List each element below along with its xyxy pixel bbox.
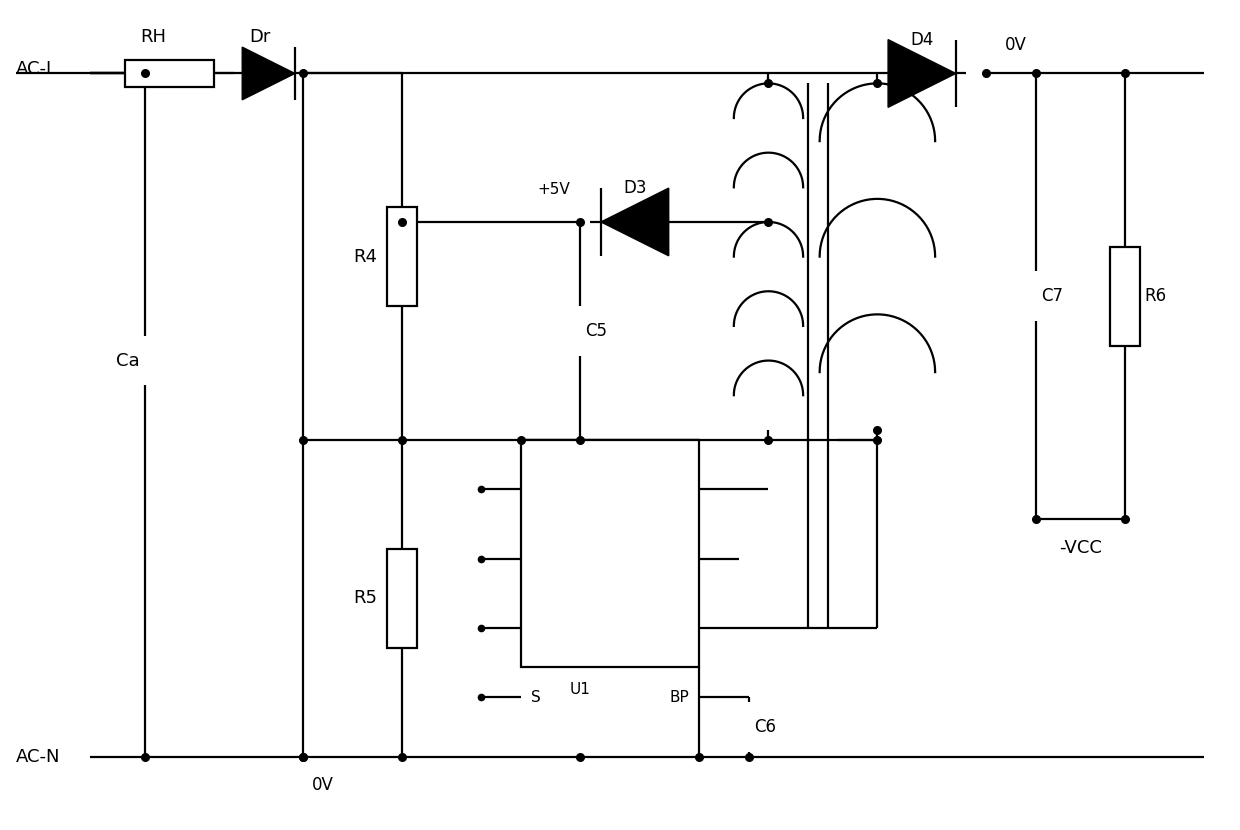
Text: C6: C6 <box>754 718 776 736</box>
Text: 0V: 0V <box>312 776 334 794</box>
Text: S: S <box>531 620 541 635</box>
Text: RH: RH <box>140 27 166 46</box>
Text: D: D <box>677 481 689 496</box>
Text: S: S <box>531 690 541 705</box>
Text: R4: R4 <box>353 247 377 266</box>
Polygon shape <box>888 40 956 107</box>
Text: Dr: Dr <box>249 27 270 46</box>
Bar <box>551 306 610 355</box>
Text: S: S <box>531 481 541 496</box>
Text: D4: D4 <box>910 31 934 49</box>
Bar <box>125 60 215 87</box>
Text: FB: FB <box>670 620 689 635</box>
Text: C7: C7 <box>1040 287 1063 305</box>
Bar <box>1110 247 1140 346</box>
Bar <box>719 702 779 752</box>
Bar <box>521 440 699 667</box>
Bar <box>1006 271 1065 321</box>
Text: AC-L: AC-L <box>16 60 57 77</box>
Bar <box>110 336 180 385</box>
Text: R6: R6 <box>1145 287 1167 305</box>
Polygon shape <box>242 47 295 100</box>
Bar <box>387 549 417 647</box>
Text: S: S <box>531 551 541 566</box>
Text: D3: D3 <box>622 179 646 198</box>
Text: R5: R5 <box>353 589 377 607</box>
Text: +5V: +5V <box>538 183 570 198</box>
Text: U1: U1 <box>569 682 590 697</box>
Text: 0V: 0V <box>590 460 613 477</box>
Text: 0V: 0V <box>1006 36 1027 54</box>
Polygon shape <box>601 188 668 256</box>
Text: AC-N: AC-N <box>16 748 61 765</box>
Text: Ca: Ca <box>117 352 140 369</box>
Text: C5: C5 <box>585 322 608 339</box>
Bar <box>387 208 417 306</box>
Text: BP: BP <box>670 690 689 705</box>
Text: -VCC: -VCC <box>1059 539 1102 557</box>
